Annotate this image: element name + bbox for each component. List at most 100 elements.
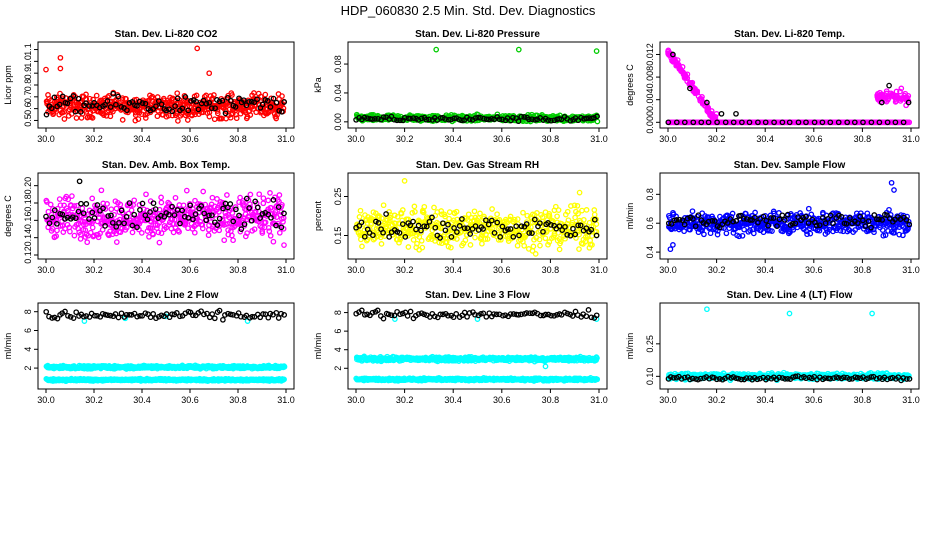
data-point [195,46,199,50]
data-point [257,192,261,196]
data-point [584,208,588,212]
data-point [173,196,177,200]
y-axis-label: kPa [313,77,323,93]
data-point [159,200,163,204]
scatter-points [44,46,287,123]
y-tick-label: 0.9 [23,67,33,80]
x-tick-label: 30.0 [37,134,55,144]
x-tick-label: 31.0 [590,134,608,144]
data-point [887,83,891,87]
panel-title: Stan. Dev. Line 2 Flow [114,290,219,301]
data-point [157,240,161,244]
scatter-points [667,181,912,252]
data-point [268,191,272,195]
data-point [357,215,361,219]
data-point [115,240,119,244]
data-point [708,231,712,235]
data-point [277,193,281,197]
data-point [534,252,538,256]
scatter-points [44,179,286,247]
data-point [207,228,211,232]
y-axis-label: ml/min [3,333,13,360]
data-point [222,238,226,242]
data-point [206,233,210,237]
data-point [213,117,217,121]
data-point [872,213,876,217]
x-tick-label: 30.8 [229,134,247,144]
data-point [420,239,424,243]
y-tick-label: 1.0 [23,55,33,68]
data-point [95,93,99,97]
scatter-points [354,179,599,256]
data-point [282,243,286,247]
data-point [185,188,189,192]
panel-title: Stan. Dev. Li-820 Temp. [734,29,845,40]
data-point [55,228,59,232]
data-point [671,243,675,247]
data-point [261,196,265,200]
data-point [360,244,364,248]
data-point [280,94,284,98]
data-point [719,112,723,116]
data-point [99,188,103,192]
x-tick-label: 30.2 [708,134,726,144]
data-point [490,207,494,211]
data-point [210,196,214,200]
x-tick-label: 30.8 [854,265,872,275]
y-tick-label: 0.000 [645,111,655,134]
panel-title: Stan. Dev. Li-820 CO2 [115,29,218,40]
chart-panel: Stan. Dev. Li-820 CO2 Licor ppm 30.0 30.2 30… [3,29,295,144]
data-point [79,202,83,206]
data-point [49,202,53,206]
y-tick-label: 0.18 [23,194,33,212]
data-point [278,231,282,235]
data-point [682,229,686,233]
plot-frame [660,42,919,128]
x-tick-label: 30.0 [659,134,677,144]
data-point [580,208,584,212]
data-point [77,179,81,183]
data-point [432,205,436,209]
x-tick-label: 30.4 [444,265,462,275]
scatter-points [666,48,912,124]
data-point [379,242,383,246]
x-tick-label: 30.0 [347,265,365,275]
y-tick-label: 0.8 [23,79,33,92]
x-tick-label: 31.0 [590,265,608,275]
y-tick-label: 0.8 [645,188,655,201]
data-point [201,189,205,193]
y-tick-label: 0.4 [645,246,655,259]
x-tick-label: 30.4 [756,134,774,144]
y-tick-label: 0.04 [333,84,343,102]
data-point [734,112,738,116]
data-point [406,245,410,249]
data-point [473,235,477,239]
figure-title: HDP_060830 2.5 Min. Std. Dev. Diagnostic… [341,3,596,18]
x-tick-label: 30.2 [85,134,103,144]
data-point [266,198,270,202]
data-point [892,188,896,192]
data-point [84,202,88,206]
x-tick-label: 30.2 [396,134,414,144]
data-point [780,213,784,217]
chart-panel: Stan. Dev. Li-820 Temp.degrees C30.0 30.2… [625,29,920,144]
y-axis-label: percent [313,200,323,231]
y-tick-label: 0.008 [645,66,655,89]
scatter-points [354,47,600,123]
x-tick-label: 30.6 [493,265,511,275]
data-point [521,211,525,215]
y-axis-label: Licor ppm [3,65,13,105]
data-point [448,210,452,214]
data-point [555,214,559,218]
x-tick-label: 30.6 [805,134,823,144]
x-tick-label: 30.4 [133,265,151,275]
x-tick-label: 30.4 [756,265,774,275]
chart-panel: Stan. Dev. Gas Stream RHpercent30.0 30.2 3… [313,160,608,275]
data-point [381,203,385,207]
data-point [543,236,547,240]
y-tick-label: 0.20 [23,177,33,195]
data-point [668,247,672,251]
data-point [472,209,476,213]
data-point [402,179,406,183]
